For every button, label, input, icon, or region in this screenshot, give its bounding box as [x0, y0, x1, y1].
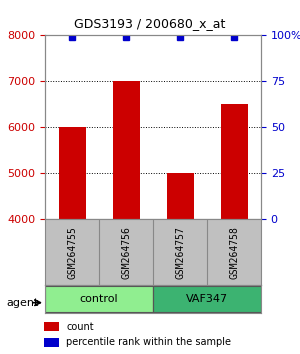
- Text: GSM264756: GSM264756: [121, 226, 131, 279]
- Bar: [44, 338, 59, 347]
- Bar: [220, 104, 248, 219]
- FancyBboxPatch shape: [45, 286, 153, 312]
- Text: GSM264758: GSM264758: [229, 226, 239, 279]
- Bar: [112, 81, 140, 219]
- Text: GSM264755: GSM264755: [67, 226, 77, 279]
- Text: GSM264757: GSM264757: [175, 226, 185, 279]
- FancyBboxPatch shape: [153, 286, 261, 312]
- Text: percentile rank within the sample: percentile rank within the sample: [66, 337, 231, 348]
- Text: count: count: [66, 321, 94, 332]
- Text: control: control: [80, 294, 118, 304]
- Bar: [58, 127, 85, 219]
- Text: GDS3193 / 200680_x_at: GDS3193 / 200680_x_at: [74, 17, 226, 30]
- Bar: [44, 322, 59, 331]
- Text: agent: agent: [6, 298, 38, 308]
- Text: VAF347: VAF347: [186, 294, 228, 304]
- Bar: [167, 173, 194, 219]
